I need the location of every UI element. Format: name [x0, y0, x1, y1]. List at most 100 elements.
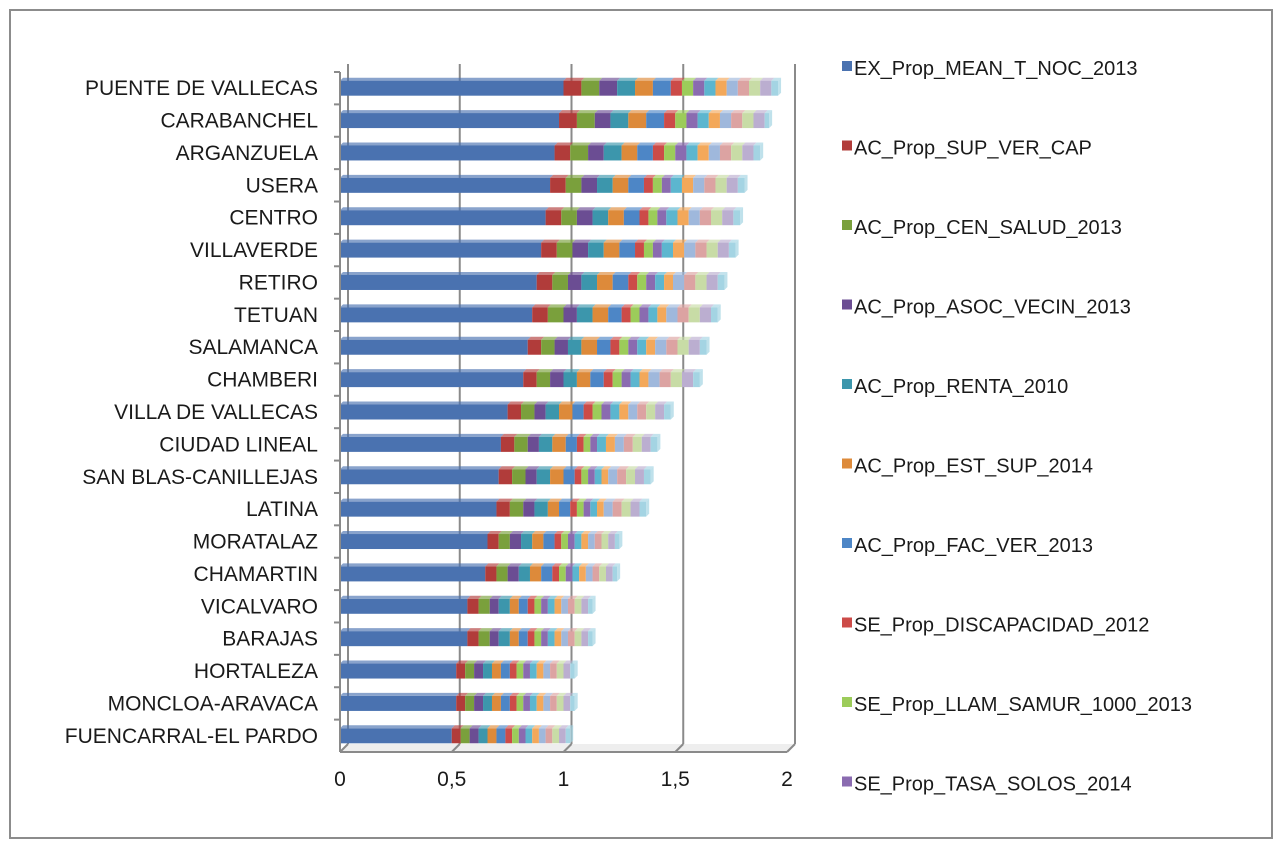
bar-top-face: [340, 336, 531, 340]
bar-top-face: [637, 336, 650, 340]
bar-top-face: [594, 531, 605, 535]
bar-top-face: [565, 563, 576, 567]
bar-segment: [576, 210, 593, 226]
bar-segment: [603, 372, 613, 388]
bar-top-face: [650, 433, 661, 437]
bar-segment: [612, 501, 622, 517]
bar-top-face: [706, 239, 721, 243]
bar-top-face: [760, 77, 775, 81]
bar-segment: [518, 728, 526, 744]
bar-segment: [525, 728, 533, 744]
bar-top-face: [764, 110, 773, 114]
bar-segment: [670, 177, 682, 193]
category-label: BARAJAS: [222, 628, 318, 651]
bar-segment: [567, 534, 575, 550]
bar-segment: [590, 501, 598, 517]
bar-top-face: [675, 142, 690, 146]
bar-segment: [485, 566, 497, 582]
bar-top-face: [742, 110, 757, 114]
bar-top-face: [509, 628, 522, 632]
bar-top-face: [590, 369, 607, 373]
bar-top-face: [753, 110, 768, 114]
bar-top-face: [695, 271, 710, 275]
bar-segment: [677, 210, 689, 226]
bar-side-face: [778, 77, 782, 96]
bar-segment: [686, 113, 698, 129]
bar-segment: [603, 242, 620, 258]
bar-segment: [626, 469, 636, 485]
bar-segment: [545, 728, 553, 744]
bar-segment: [340, 436, 501, 452]
bar-top-face: [605, 563, 616, 567]
bar-segment: [550, 372, 564, 388]
bar-top-face: [538, 433, 556, 437]
bar-top-face: [340, 369, 527, 373]
bar-segment: [340, 469, 499, 485]
bar-segment: [666, 339, 678, 355]
bar-top-face: [643, 174, 656, 178]
bar-segment: [623, 436, 633, 452]
category-label: PUENTE DE VALLECAS: [85, 77, 318, 100]
bar-top-face: [556, 660, 567, 664]
bar-top-face: [597, 174, 616, 178]
bar-top-face: [637, 271, 650, 275]
bar-top-face: [673, 271, 688, 275]
bar-top-face: [597, 271, 616, 275]
bar-segment: [554, 534, 562, 550]
bar-segment: [652, 145, 665, 161]
bar-segment: [726, 80, 738, 96]
bar-segment: [603, 501, 613, 517]
bar-top-face: [543, 660, 554, 664]
bar-top-face: [532, 304, 551, 308]
bar-top-face: [552, 725, 563, 729]
bar-top-face: [340, 466, 502, 470]
bar-segment: [340, 339, 528, 355]
bar-top-face: [630, 498, 643, 502]
bar-segment: [465, 695, 475, 711]
bar-top-face: [547, 595, 558, 599]
bar-segment: [554, 145, 571, 161]
bar-top-face: [516, 660, 527, 664]
bar-segment: [552, 566, 560, 582]
bar-top-face: [509, 692, 520, 696]
bar-segment: [597, 436, 606, 452]
bar-segment: [637, 274, 647, 290]
bar-segment: [574, 631, 582, 647]
bar-segment: [599, 80, 618, 96]
bar-segment: [612, 372, 622, 388]
bar-top-face: [588, 239, 607, 243]
bar-segment: [572, 242, 589, 258]
bar-segment: [496, 728, 506, 744]
bar-top-face: [673, 239, 688, 243]
bar-side-face: [592, 628, 596, 647]
bar-top-face: [567, 531, 578, 535]
bar-segment: [534, 598, 542, 614]
bar-top-face: [635, 239, 647, 243]
bar-segment: [340, 695, 457, 711]
bar-top-face: [637, 401, 650, 405]
bar-side-face: [744, 174, 748, 193]
bar-top-face: [556, 692, 567, 696]
bar-segment: [545, 404, 560, 420]
bar-top-face: [340, 563, 489, 567]
bar-top-face: [594, 466, 605, 470]
bar-segment: [579, 566, 586, 582]
bar-segment: [541, 631, 548, 647]
bar-side-face: [706, 336, 710, 355]
bar-top-face: [541, 336, 558, 340]
bar-segment: [646, 274, 656, 290]
bar-segment: [523, 663, 530, 679]
bar-top-face: [521, 401, 538, 405]
bar-segment: [574, 534, 582, 550]
bar-top-face: [340, 498, 500, 502]
bar-top-face: [554, 336, 571, 340]
bar-segment: [509, 695, 517, 711]
bar-top-face: [594, 110, 614, 114]
bar-segment: [467, 598, 479, 614]
bar-top-face: [588, 595, 596, 599]
bar-top-face: [518, 595, 531, 599]
bar-top-face: [565, 433, 580, 437]
bar-top-face: [509, 531, 525, 535]
bar-top-face: [478, 725, 491, 729]
bar-segment: [693, 80, 705, 96]
